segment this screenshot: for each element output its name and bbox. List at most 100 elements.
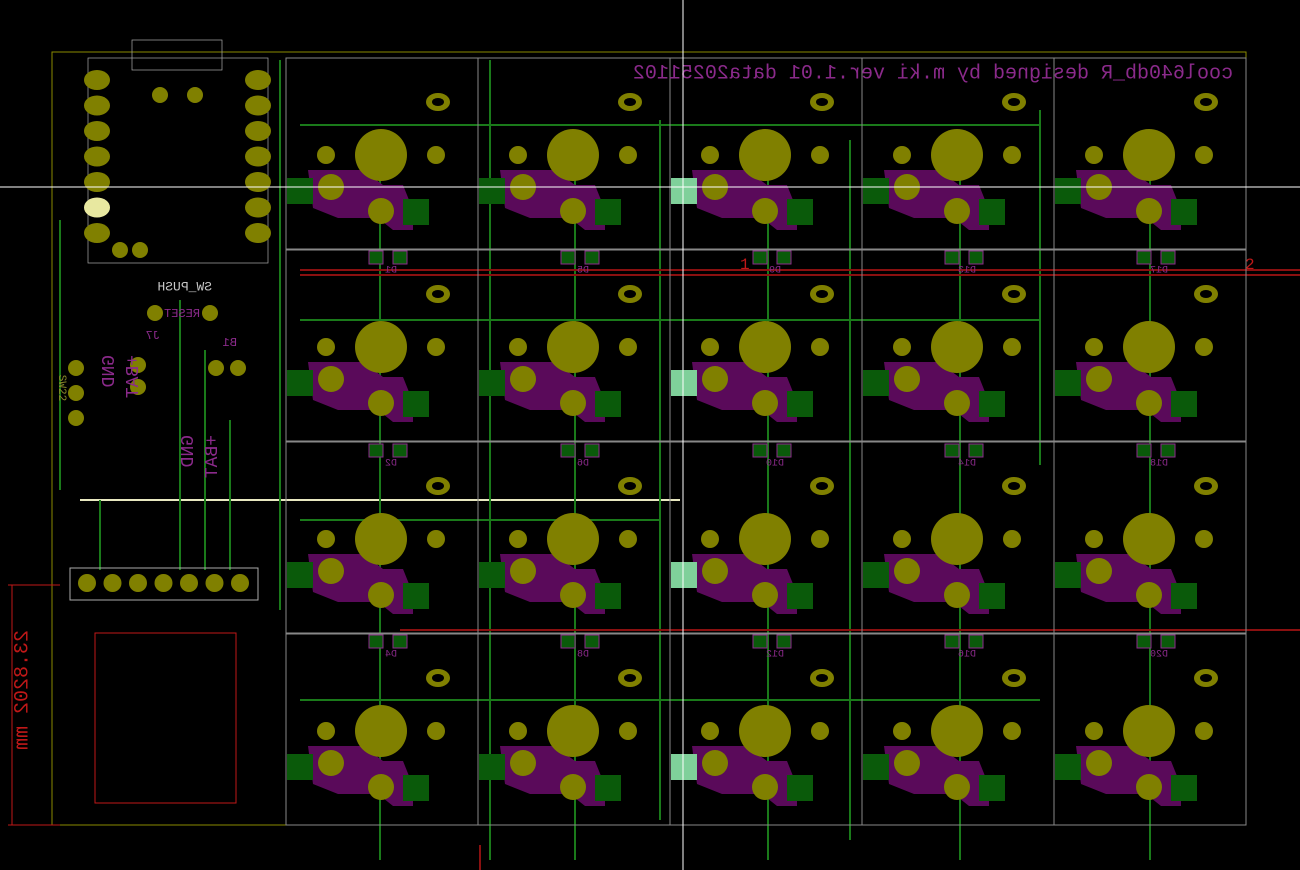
key-pad [863, 178, 889, 204]
key-pad [1055, 754, 1081, 780]
key-pin [1086, 750, 1112, 776]
board-title: cool640db_R designed by m.ki ver.1.01 da… [633, 62, 1233, 85]
diode-label-group: D2 [385, 459, 397, 470]
diode-pad [776, 443, 792, 458]
diode-pad [1136, 634, 1152, 649]
key-pin [318, 366, 344, 392]
led-hole [1008, 98, 1020, 106]
diode-pad [776, 250, 792, 265]
diode-label-group: D4 [385, 650, 397, 661]
key-peg [1003, 530, 1021, 548]
key-pad [479, 178, 505, 204]
key-pad [595, 391, 621, 417]
key-pin [944, 582, 970, 608]
diode-label: D5 [577, 266, 589, 277]
key-center-hole [931, 513, 983, 565]
key-pad [863, 754, 889, 780]
key-peg [1085, 338, 1103, 356]
key-peg [427, 530, 445, 548]
power-switch: SW22 [55, 375, 67, 401]
key-peg [701, 722, 719, 740]
mcu-pin [84, 172, 110, 192]
key-pad [403, 583, 429, 609]
key-peg [1085, 530, 1103, 548]
key-outline [1053, 441, 1247, 634]
diode-label-group: D10 [766, 459, 784, 470]
key-pad [671, 754, 697, 780]
key-pin [510, 558, 536, 584]
mcu-pin [84, 95, 110, 116]
diode-pad [368, 443, 384, 458]
key-peg [317, 530, 335, 548]
key-peg [701, 338, 719, 356]
key-peg [619, 530, 637, 548]
diode-pad [584, 634, 600, 649]
key-peg [811, 338, 829, 356]
key-pad [979, 775, 1005, 801]
key-peg [811, 530, 829, 548]
led-hole [624, 98, 636, 106]
small-pad [68, 385, 84, 401]
led-hole [1008, 290, 1020, 298]
key-peg [893, 530, 911, 548]
diode-label: D8 [577, 650, 589, 661]
key-center-hole [739, 513, 791, 565]
diode-label: D2 [385, 459, 397, 470]
net-label: 2 [1245, 256, 1255, 274]
small-pad [202, 305, 218, 321]
mcu-pin [245, 197, 271, 218]
key-pad [1055, 370, 1081, 396]
mcu-pin [84, 121, 110, 141]
diode-pad [1160, 443, 1176, 458]
key-pad [671, 562, 697, 588]
led-hole [816, 290, 828, 298]
key-pin [318, 558, 344, 584]
key-pin [1086, 366, 1112, 392]
key-center-hole [547, 321, 599, 373]
key-peg [1085, 146, 1103, 164]
led-hole [432, 674, 444, 682]
header-pin [180, 574, 198, 592]
diode-pad [560, 443, 576, 458]
battery: B1 [223, 336, 237, 350]
led-hole [624, 482, 636, 490]
key-pin [368, 198, 394, 224]
mcu-pin [84, 146, 110, 167]
led-hole [1008, 482, 1020, 490]
key-peg [1195, 722, 1213, 740]
key-pad [287, 178, 313, 204]
sw-type-group: SW_PUSH [157, 279, 212, 294]
key-center-hole [739, 321, 791, 373]
key-pin [560, 582, 586, 608]
header-pin [205, 574, 224, 592]
net-label: 1 [740, 256, 750, 274]
key-peg [811, 146, 829, 164]
key-center-hole [547, 705, 599, 757]
diode-label: D6 [577, 459, 589, 470]
diode-pad [968, 250, 984, 265]
led-hole [1200, 98, 1212, 106]
diode-pad [368, 250, 384, 265]
key-pad [1171, 775, 1197, 801]
diode-pad [1160, 634, 1176, 649]
key-peg [1195, 338, 1213, 356]
key-pad [787, 199, 813, 225]
diode-pad [752, 250, 768, 265]
switch-type: SW_PUSH [157, 279, 212, 294]
key-center-hole [1123, 321, 1175, 373]
key-pad [479, 562, 505, 588]
key-peg [893, 722, 911, 740]
key-center-hole [931, 705, 983, 757]
small-pad [208, 360, 224, 376]
title-group: cool640db_R designed by m.ki ver.1.01 da… [633, 62, 1233, 85]
key-peg [427, 146, 445, 164]
diode-label: D20 [1150, 650, 1168, 661]
switch-label: RESET [164, 307, 200, 321]
key-pin [510, 750, 536, 776]
key-peg [893, 338, 911, 356]
mcu-pin [84, 197, 110, 218]
header-outline [69, 567, 259, 601]
led-hole [432, 290, 444, 298]
diode-label: D14 [958, 459, 976, 470]
